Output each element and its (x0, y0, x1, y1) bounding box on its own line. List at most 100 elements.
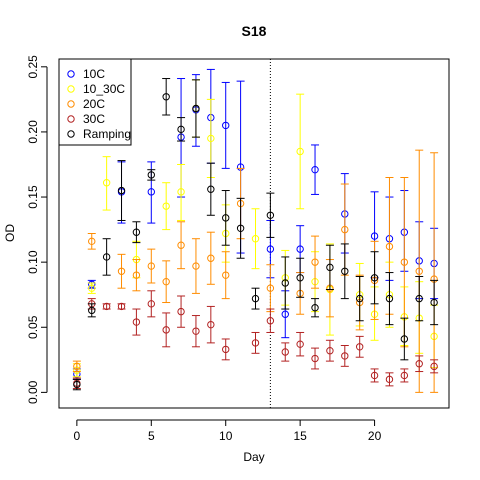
y-tick-label: 0.20 (26, 120, 40, 144)
data-point (102, 253, 111, 261)
data-point (222, 214, 230, 222)
legend-label: 10C (83, 67, 105, 81)
data-point (400, 258, 409, 266)
data-point (177, 188, 185, 196)
data-point (192, 262, 200, 270)
plot-frame (58, 58, 450, 409)
data-point (147, 262, 155, 270)
data-point (266, 211, 275, 219)
data-point (281, 348, 289, 356)
legend-marker (67, 100, 75, 108)
legend-label: 10_30C (83, 82, 125, 96)
data-point (147, 300, 155, 308)
data-point (132, 318, 141, 326)
data-point (132, 271, 141, 279)
data-point (400, 371, 409, 380)
data-point (370, 232, 379, 240)
data-point (207, 254, 215, 262)
data-point (222, 345, 230, 354)
data-point (385, 242, 394, 251)
data-point (296, 274, 304, 282)
data-point (281, 310, 289, 318)
data-point (177, 241, 185, 249)
data-point (266, 284, 275, 292)
data-point (207, 134, 215, 143)
legend-label: 30C (83, 112, 105, 126)
data-point (73, 362, 81, 371)
y-tick-label: 0.15 (26, 185, 40, 209)
data-point (430, 298, 438, 307)
data-point (341, 225, 349, 234)
axes: 0 5 10 15 20 0.00 0.05 0.10 0.15 0.20 0.25 (26, 55, 382, 443)
data-point (236, 224, 245, 232)
legend-marker (67, 115, 75, 123)
data-point (162, 202, 170, 210)
data-point (117, 186, 126, 195)
data-point (296, 245, 304, 253)
data-point (415, 360, 423, 368)
data-point (251, 339, 260, 347)
y-axis-label: OD (3, 224, 17, 242)
series-Ramping (72, 78, 439, 391)
y-tick-label: 0.05 (26, 315, 40, 339)
chart-title: S18 (242, 23, 267, 39)
data-point (88, 237, 96, 246)
data-point (251, 235, 260, 243)
data-point (162, 93, 170, 101)
data-point (341, 267, 349, 275)
data-point (88, 306, 96, 315)
data-point (311, 258, 319, 266)
data-point (430, 362, 438, 371)
data-point (117, 302, 126, 311)
data-point (326, 347, 334, 355)
data-point (192, 104, 200, 113)
data-point (207, 320, 215, 329)
legend-label: 20C (83, 97, 105, 111)
data-point (88, 284, 96, 292)
data-point (311, 354, 319, 363)
plot-marks (72, 59, 439, 408)
legend-marker (67, 130, 75, 138)
x-tick-label: 15 (293, 429, 307, 443)
data-point (132, 228, 141, 236)
data-point (102, 179, 111, 187)
y-tick-label: 0.10 (26, 250, 40, 274)
data-point (147, 171, 155, 179)
x-tick-label: 10 (219, 429, 233, 443)
x-tick-label: 0 (74, 429, 81, 443)
x-axis-label: Day (243, 450, 264, 464)
data-point (162, 277, 170, 286)
legend-label: Ramping (83, 127, 131, 141)
data-point (385, 294, 394, 303)
data-point (177, 125, 185, 134)
data-point (341, 352, 349, 360)
data-point (311, 304, 319, 312)
x-tick-label: 5 (148, 429, 155, 443)
data-point (296, 147, 304, 156)
data-point (385, 375, 394, 384)
data-point (222, 121, 230, 130)
y-tick-label: 0.00 (26, 380, 40, 404)
data-point (207, 185, 215, 193)
data-point (326, 263, 334, 272)
series-30C (72, 290, 439, 389)
data-point (415, 294, 423, 303)
data-point (281, 279, 289, 287)
data-point (355, 343, 364, 351)
data-point (370, 371, 379, 380)
data-point (162, 326, 170, 334)
data-point (311, 165, 319, 174)
data-point (251, 294, 260, 303)
data-point (117, 267, 126, 275)
data-point (147, 188, 155, 196)
data-point (355, 294, 364, 303)
data-point (400, 335, 409, 343)
data-point (266, 317, 275, 325)
data-point (266, 245, 275, 253)
y-tick-label: 0.25 (26, 55, 40, 79)
legend-marker (67, 70, 75, 78)
data-point (415, 267, 423, 275)
series-20C (72, 149, 439, 393)
